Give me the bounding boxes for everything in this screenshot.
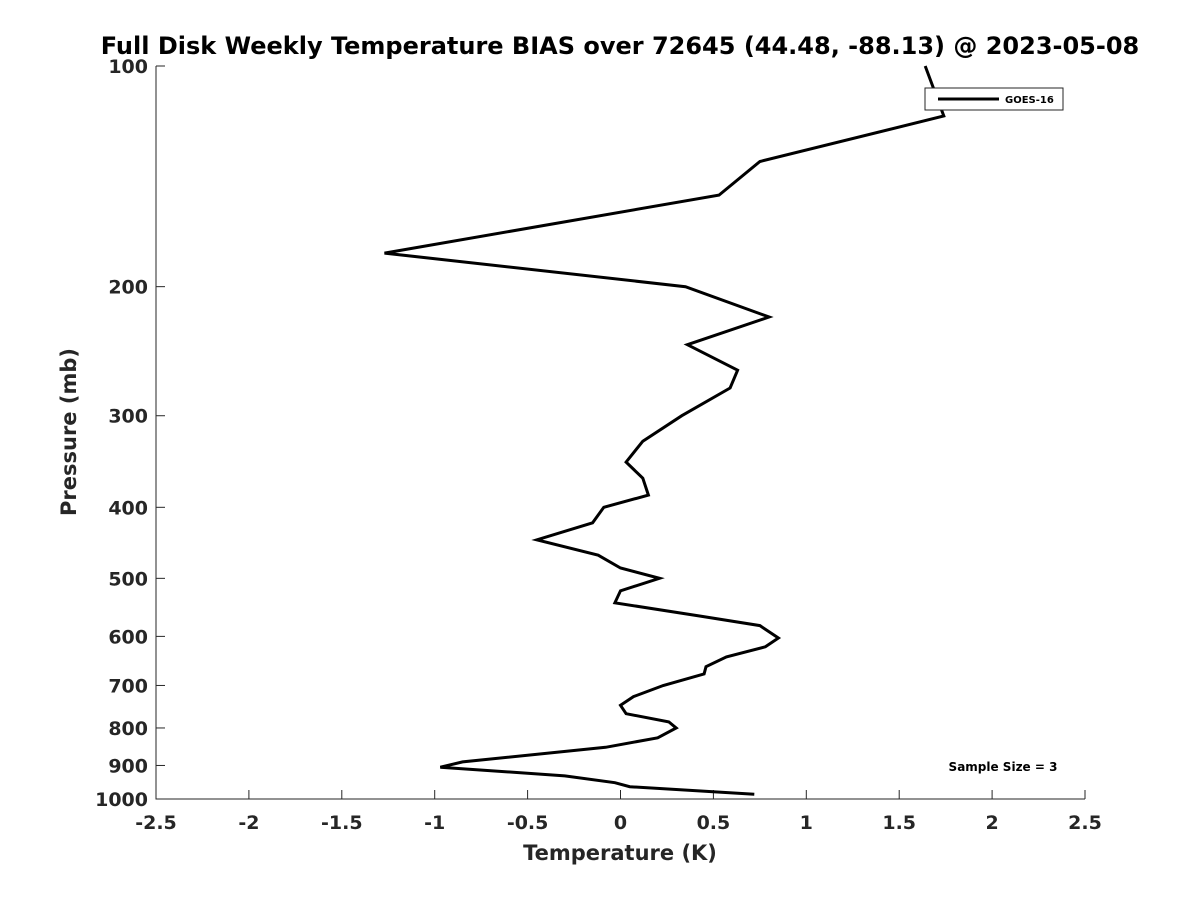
y-tick-label: 800 [108,718,148,740]
series-line-goes-16 [384,65,946,796]
x-axis-ticks: -2.5 -2 -1.5 -1 -0.5 0 0.5 1 1.5 2 2.5 [135,790,1102,834]
x-axis-label: Temperature (K) [523,841,717,865]
sample-size-annotation: Sample Size = 3 [949,760,1058,774]
axis-frame [155,66,1085,800]
y-tick-label: 1000 [95,789,148,811]
x-tick-label: -1.5 [321,812,363,834]
y-tick-label: 200 [108,277,148,299]
y-axis-label: Pressure (mb) [57,348,81,516]
legend-label-goes-16: GOES-16 [1005,95,1054,106]
x-tick-label: 2 [985,812,998,834]
x-tick-label: -0.5 [507,812,549,834]
y-tick-label: 300 [108,406,148,428]
legend: GOES-16 [924,87,1064,111]
x-tick-label: 1 [800,812,813,834]
y-tick-label: 500 [108,568,148,590]
y-tick-label: 600 [108,626,148,648]
y-tick-label: 700 [108,675,148,697]
y-axis-ticks: 100 200 300 400 500 600 700 800 900 1000 [95,56,165,811]
x-tick-label: -1 [424,812,445,834]
x-tick-label: 0 [614,812,627,834]
x-tick-label: -2 [238,812,259,834]
chart-title: Full Disk Weekly Temperature BIAS over 7… [101,32,1140,60]
x-tick-label: 0.5 [697,812,731,834]
x-tick-label: 1.5 [882,812,916,834]
y-tick-label: 100 [108,56,148,78]
y-tick-label: 900 [108,755,148,777]
x-tick-label: -2.5 [135,812,177,834]
y-tick-label: 400 [108,497,148,519]
x-tick-label: 2.5 [1068,812,1102,834]
